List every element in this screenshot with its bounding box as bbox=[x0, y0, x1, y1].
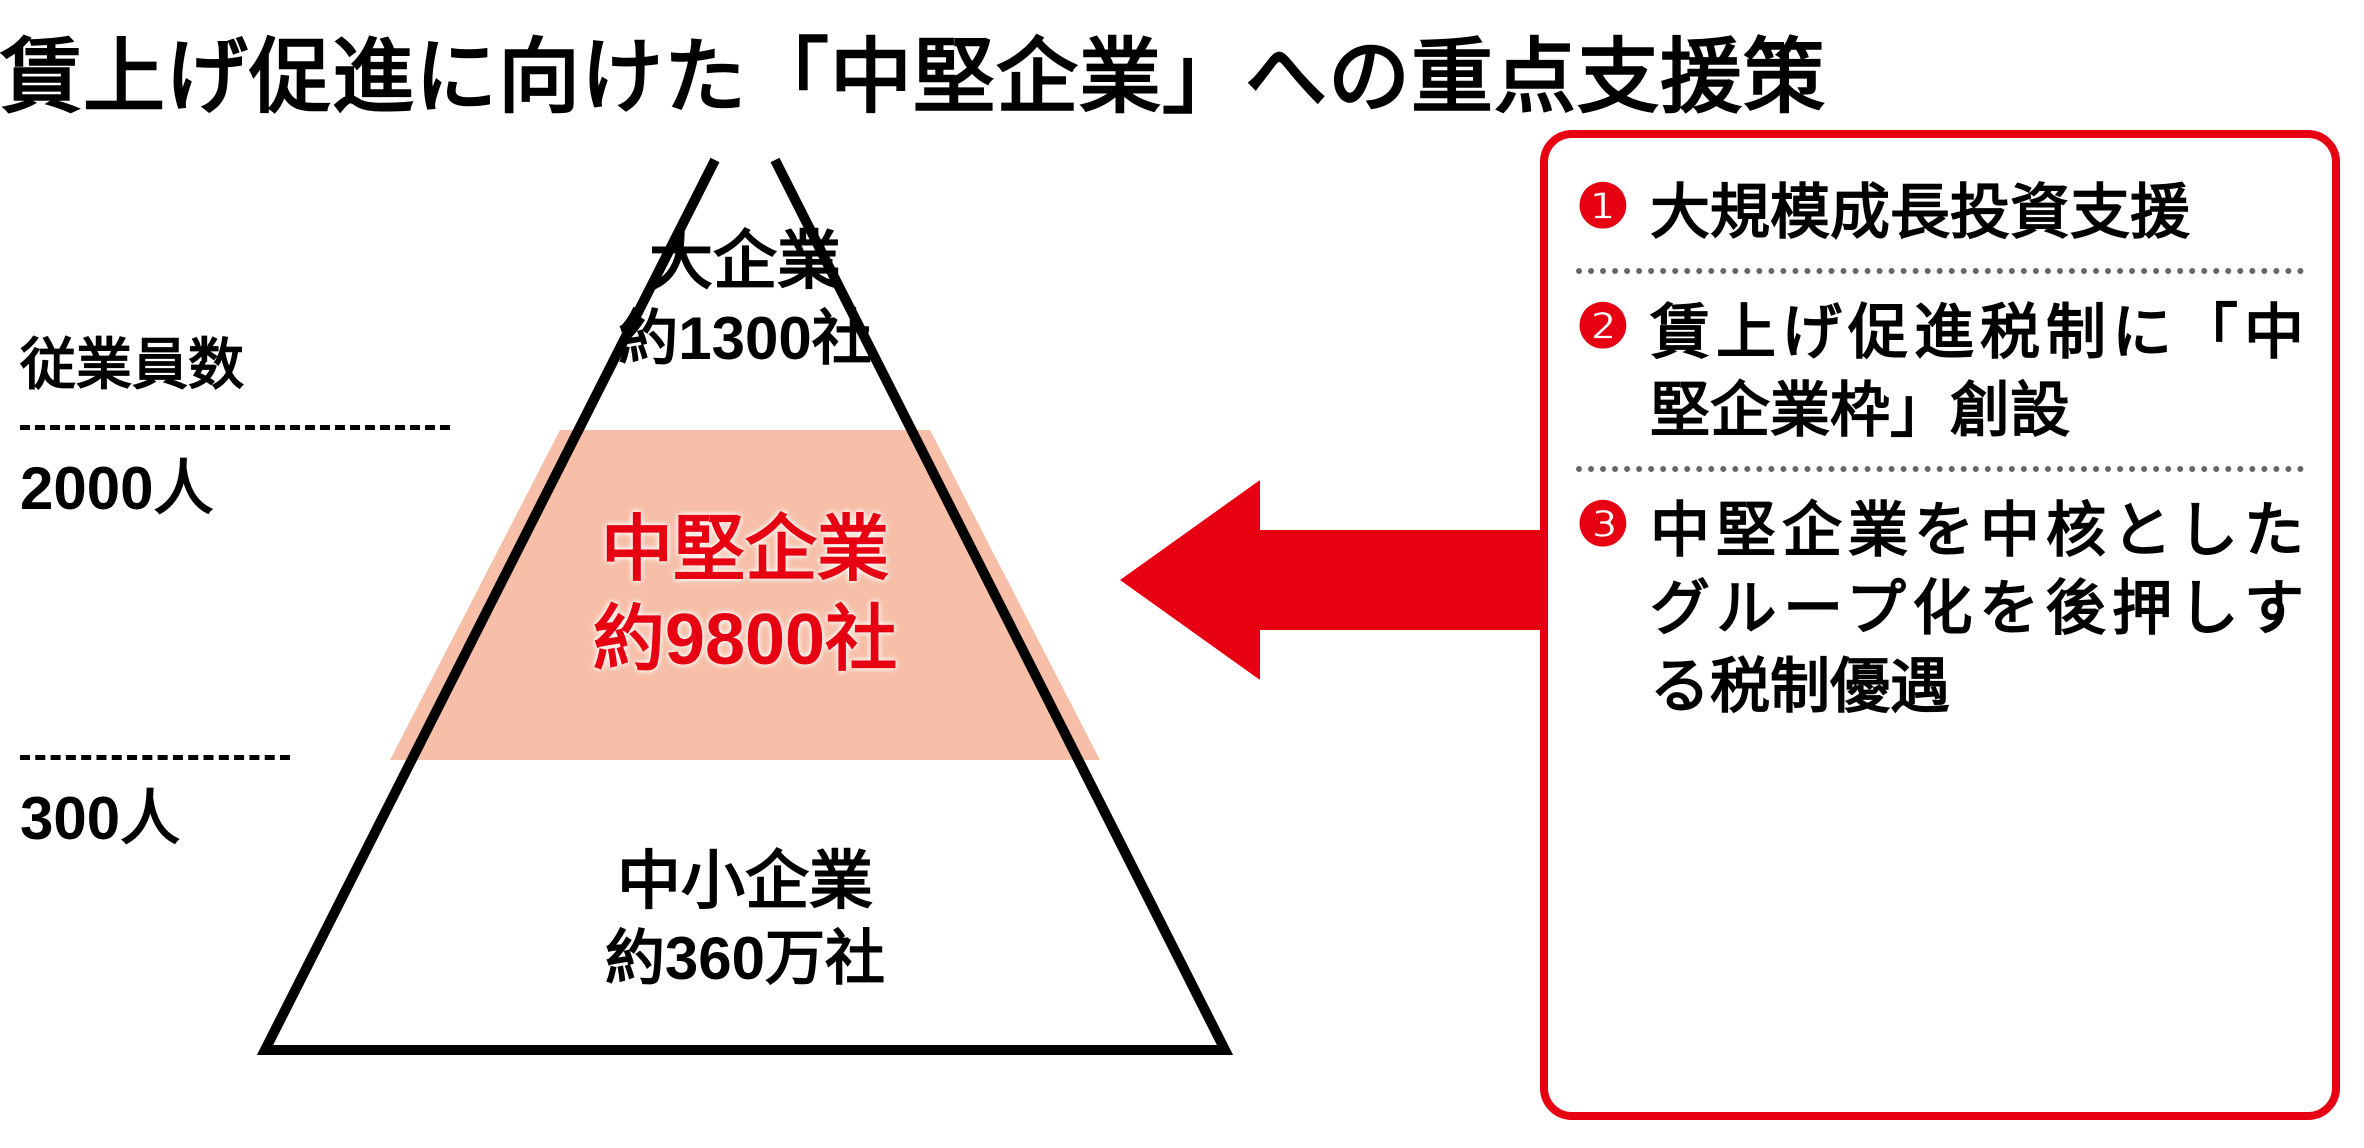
arrow-icon bbox=[1120, 480, 1560, 680]
policy-number: ❸ bbox=[1576, 492, 1646, 558]
infographic-root: 賃上げ促進に向けた「中堅企業」への重点支援策 従業員数 2000人 300人 大… bbox=[0, 0, 2364, 1148]
policy-text: 中堅企業を中核としたグループ化を後押しする税制優遇 bbox=[1650, 492, 2304, 726]
axis-threshold-upper: 2000人 bbox=[20, 440, 213, 527]
axis-title: 従業員数 bbox=[20, 320, 244, 401]
policy-number: ❷ bbox=[1576, 294, 1646, 360]
policy-item: ❷ 賃上げ促進税制に「中堅企業枠」創設 bbox=[1576, 268, 2304, 462]
policy-item: ❶ 大規模成長投資支援 bbox=[1576, 162, 2304, 264]
pyramid bbox=[220, 150, 1270, 1130]
policy-panel: ❶ 大規模成長投資支援 ❷ 賃上げ促進税制に「中堅企業枠」創設 ❸ 中堅企業を中… bbox=[1540, 130, 2340, 1120]
policy-text: 大規模成長投資支援 bbox=[1650, 174, 2304, 252]
main-title: 賃上げ促進に向けた「中堅企業」への重点支援策 bbox=[0, 10, 2364, 129]
policy-item: ❸ 中堅企業を中核としたグループ化を後押しする税制優遇 bbox=[1576, 466, 2304, 738]
policy-text: 賃上げ促進税制に「中堅企業枠」創設 bbox=[1650, 294, 2304, 450]
policy-number: ❶ bbox=[1576, 174, 1646, 240]
axis-threshold-lower: 300人 bbox=[20, 770, 180, 857]
